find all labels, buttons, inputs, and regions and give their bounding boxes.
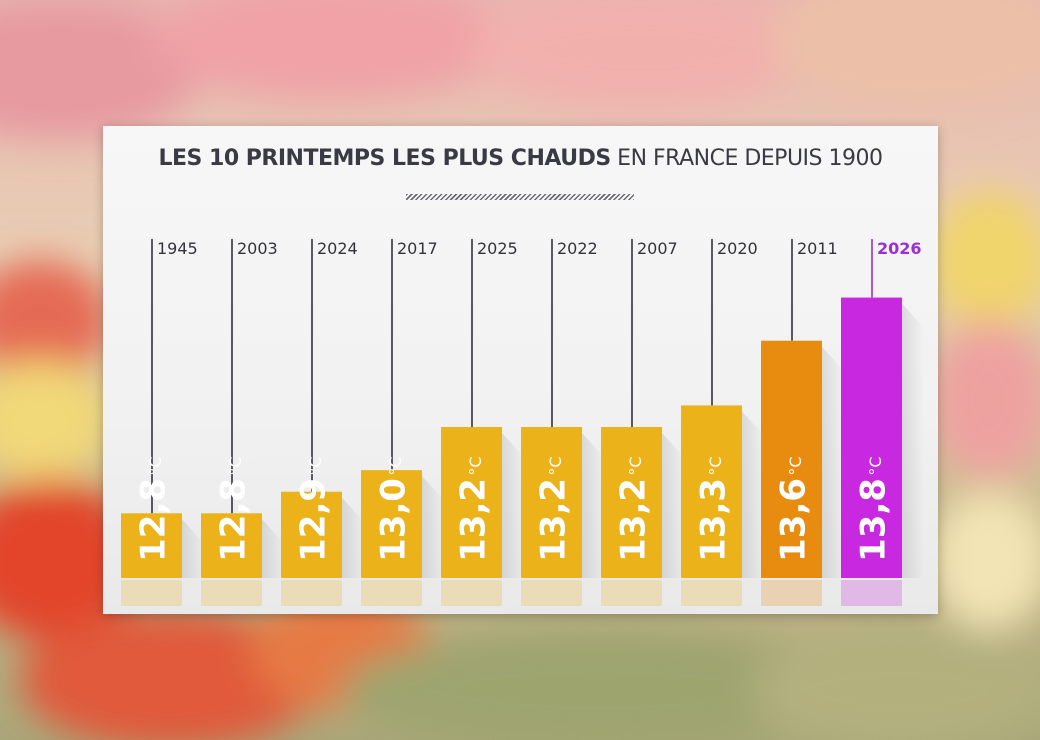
x-tick-label-2025: 2025 <box>477 239 518 258</box>
unit-label-2007: °C <box>626 456 645 475</box>
data-label-2011: 13,6 <box>774 478 814 562</box>
bar-reflection-2020 <box>681 580 742 606</box>
bar-reflection-2025 <box>441 580 502 606</box>
bar-1945 <box>121 513 182 578</box>
bar-shadow-2025 <box>502 433 524 578</box>
bar-2017 <box>361 470 422 578</box>
bar-shadow-2022 <box>582 433 604 578</box>
x-tick-label-2022: 2022 <box>557 239 598 258</box>
bar-reflection-2003 <box>201 580 262 606</box>
bar-2024 <box>281 491 342 578</box>
unit-label-2024: °C <box>306 456 325 475</box>
x-tick-label-2026: 2026 <box>877 239 922 258</box>
bar-shadow-2003 <box>262 519 284 578</box>
x-tick-label-2024: 2024 <box>317 239 358 258</box>
bar-shadow-2020 <box>742 411 764 578</box>
data-label-2007: 13,2 <box>614 478 654 562</box>
bar-shadow-2017 <box>422 476 444 578</box>
bar-shadow-2011 <box>822 346 844 578</box>
unit-label-2022: °C <box>546 456 565 475</box>
chart-title: LES 10 PRINTEMPS LES PLUS CHAUDS EN FRAN… <box>103 146 938 171</box>
data-label-2022: 13,2 <box>534 478 574 562</box>
unit-label-2026: °C <box>866 456 885 475</box>
bar-2020 <box>681 405 742 578</box>
bar-reflection-2026 <box>841 580 902 606</box>
x-tick-label-2020: 2020 <box>717 239 758 258</box>
unit-label-2020: °C <box>706 456 725 475</box>
unit-label-1945: °C <box>146 456 165 475</box>
data-label-2024: 12,9 <box>294 478 334 562</box>
bar-2022 <box>521 427 582 578</box>
x-tick-label-1945: 1945 <box>157 239 198 258</box>
x-tick-label-2017: 2017 <box>397 239 438 258</box>
bar-chart: 1945 12,8 °C 2003 12,8 °C 2024 12,9 °C 2017 13,0 °C… <box>121 239 924 606</box>
unit-label-2017: °C <box>386 456 405 475</box>
unit-label-2003: °C <box>226 456 245 475</box>
x-tick-label-2007: 2007 <box>637 239 678 258</box>
data-label-1945: 12,8 <box>134 478 174 562</box>
title-underline <box>406 194 634 200</box>
data-label-2025: 13,2 <box>454 478 494 562</box>
bar-shadow-1945 <box>182 519 204 578</box>
bar-2011 <box>761 340 822 578</box>
bar-reflection-2022 <box>521 580 582 606</box>
unit-label-2025: °C <box>466 456 485 475</box>
bar-2003 <box>201 513 262 578</box>
bar-shadow-2007 <box>662 433 684 578</box>
bar-reflection-2007 <box>601 580 662 606</box>
bar-reflection-2024 <box>281 580 342 606</box>
bar-shadow-2026 <box>902 303 924 578</box>
x-tick-label-2011: 2011 <box>797 239 838 258</box>
bar-2026 <box>841 297 902 578</box>
chart-title-bold: LES 10 PRINTEMPS LES PLUS CHAUDS <box>158 146 611 171</box>
bar-2007 <box>601 427 662 578</box>
data-label-2003: 12,8 <box>214 478 254 562</box>
bar-reflection-1945 <box>121 580 182 606</box>
data-label-2026: 13,8 <box>854 478 894 562</box>
bar-reflection-2017 <box>361 580 422 606</box>
chart-title-rest: EN FRANCE DEPUIS 1900 <box>610 146 883 171</box>
data-label-2020: 13,3 <box>694 478 734 562</box>
unit-label-2011: °C <box>786 456 805 475</box>
x-tick-label-2003: 2003 <box>237 239 278 258</box>
bar-2025 <box>441 427 502 578</box>
data-label-2017: 13,0 <box>374 478 414 562</box>
bar-reflection-2011 <box>761 580 822 606</box>
bar-shadow-2024 <box>342 497 364 578</box>
chart-card: LES 10 PRINTEMPS LES PLUS CHAUDS EN FRAN… <box>103 126 938 614</box>
